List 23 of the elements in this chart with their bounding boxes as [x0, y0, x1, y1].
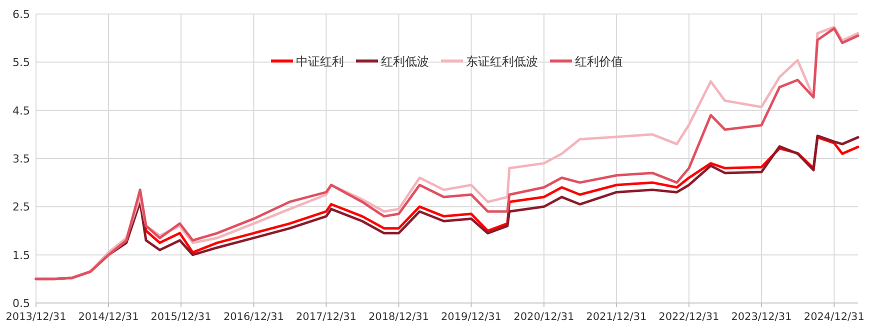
y-tick-label: 5.5 — [12, 56, 30, 70]
y-tick-label: 2.5 — [12, 200, 30, 214]
legend-label: 红利低波 — [381, 54, 429, 68]
y-tick-label: 3.5 — [12, 152, 30, 166]
x-tick-label: 2014/12/31 — [78, 311, 139, 323]
y-tick-label: 6.5 — [12, 8, 30, 21]
x-tick-label: 2021/12/31 — [586, 311, 647, 323]
x-tick-label: 2022/12/31 — [658, 311, 720, 323]
y-tick-label: 4.5 — [12, 104, 30, 118]
x-tick-label: 2016/12/31 — [223, 311, 284, 323]
x-tick-label: 2017/12/31 — [296, 311, 356, 323]
x-tick-label: 2019/12/31 — [440, 311, 502, 323]
x-tick-label: 2020/12/31 — [514, 311, 574, 323]
y-tick-label: 1.5 — [12, 248, 30, 262]
legend-label: 中证红利 — [296, 54, 344, 68]
x-tick-label: 2023/12/31 — [731, 311, 792, 323]
y-tick-label: 0.5 — [12, 297, 30, 310]
x-tick-label: 2015/12/31 — [150, 311, 212, 323]
x-tick-label: 2024/12/31 — [804, 311, 864, 323]
legend-label: 红利价值 — [575, 54, 623, 68]
x-tick-label: 2013/12/31 — [6, 311, 66, 323]
x-tick-label: 2018/12/31 — [368, 311, 429, 323]
legend-label: 东证红利低波 — [466, 54, 538, 68]
